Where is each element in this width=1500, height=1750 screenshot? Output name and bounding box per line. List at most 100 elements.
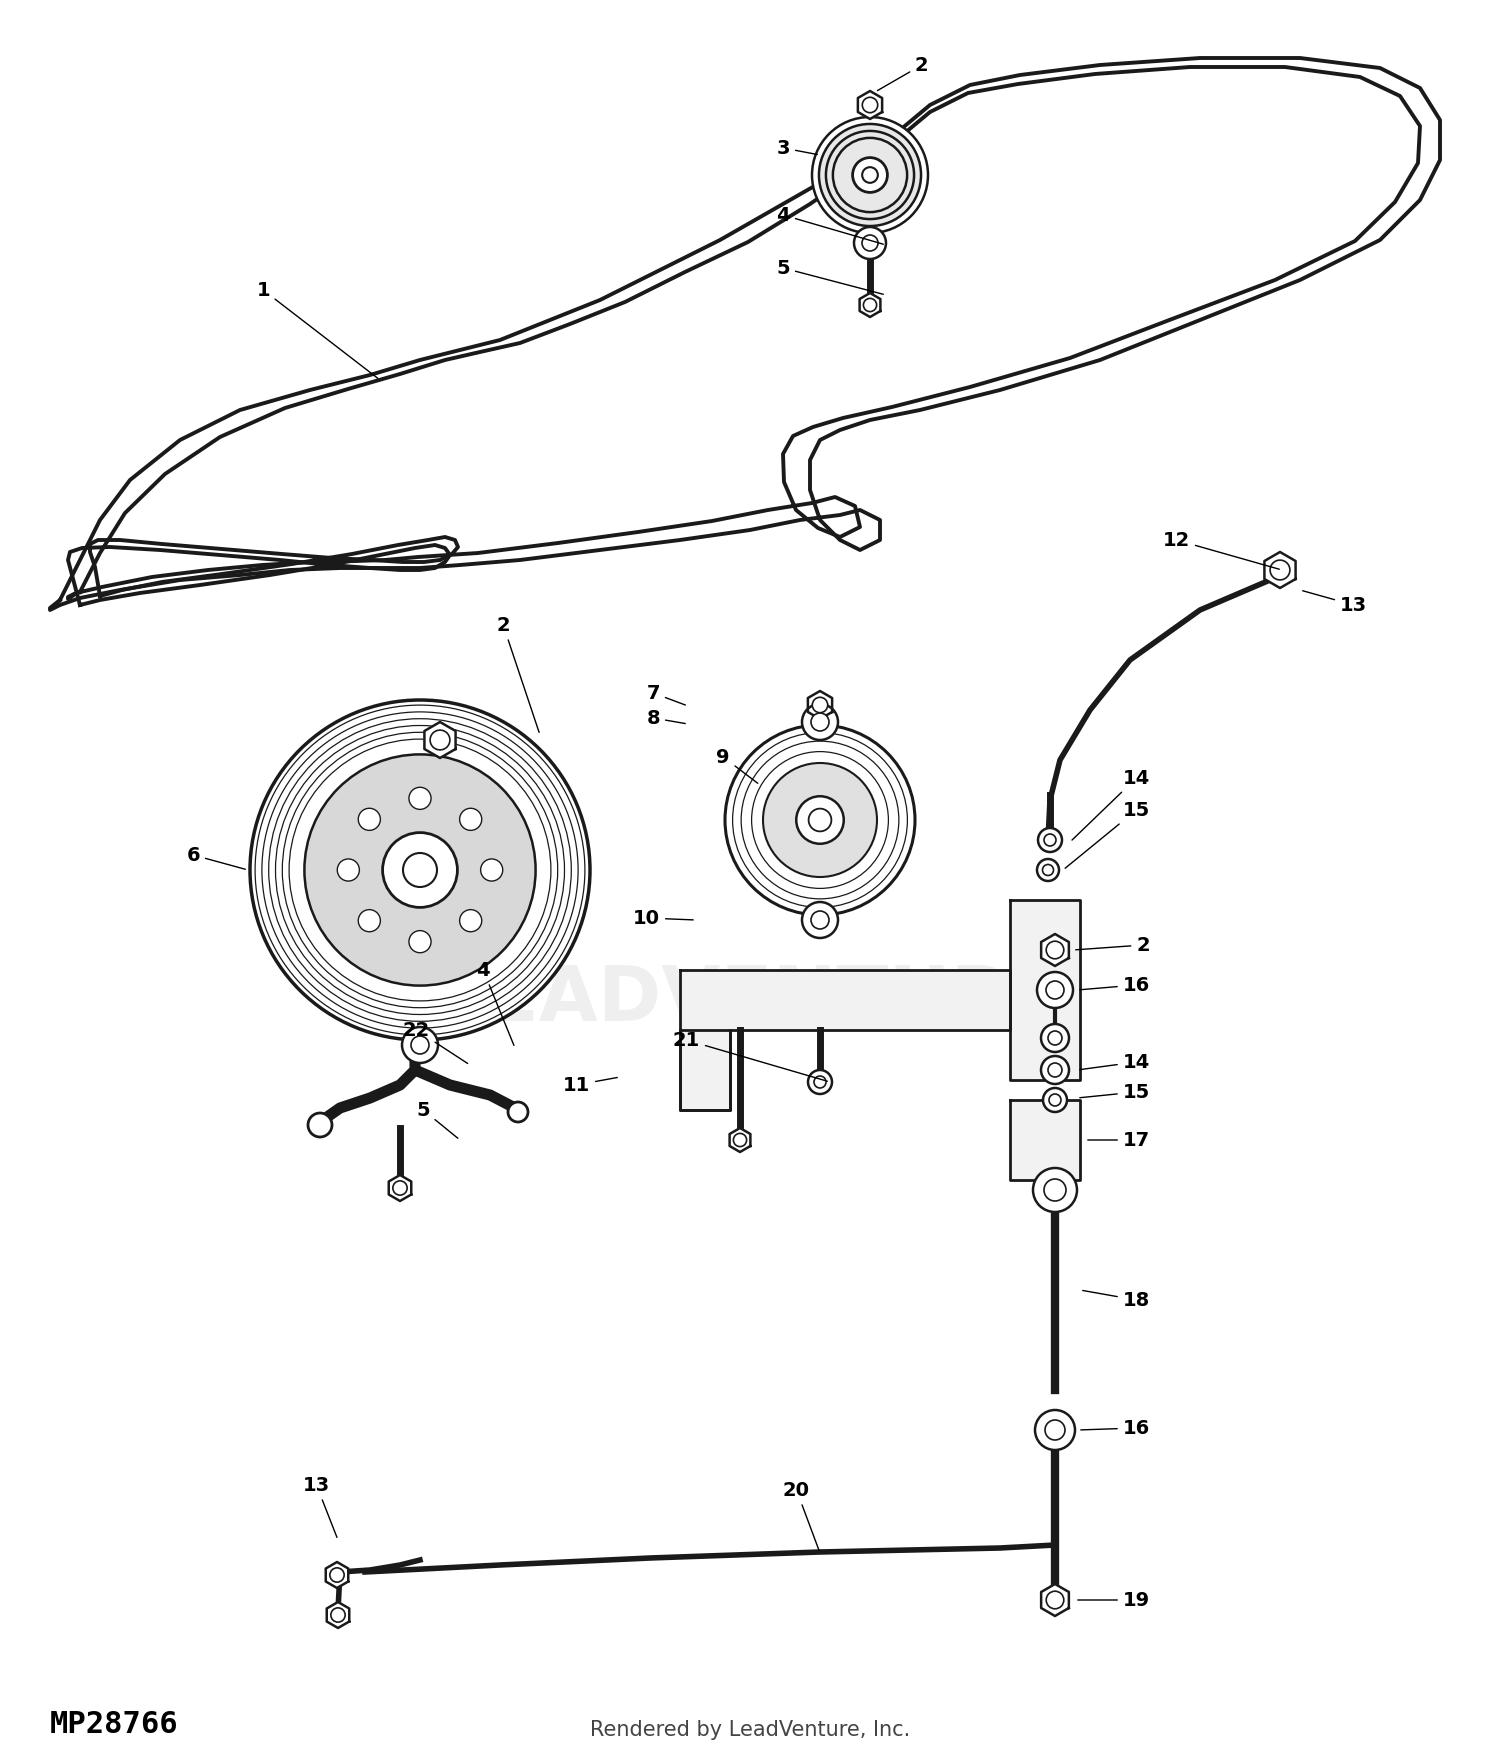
Circle shape (1041, 1024, 1070, 1052)
Circle shape (358, 808, 381, 829)
Circle shape (1044, 835, 1056, 845)
Circle shape (808, 1069, 832, 1094)
Circle shape (815, 1076, 827, 1088)
Circle shape (1048, 1062, 1062, 1076)
Circle shape (808, 808, 831, 831)
Polygon shape (1010, 1101, 1080, 1180)
Circle shape (862, 98, 877, 112)
Circle shape (1036, 859, 1059, 880)
Circle shape (796, 796, 843, 844)
Circle shape (852, 158, 888, 192)
Circle shape (402, 1027, 438, 1062)
Circle shape (764, 763, 877, 877)
Circle shape (308, 1113, 332, 1138)
Circle shape (1035, 1410, 1076, 1451)
Circle shape (1046, 942, 1064, 959)
Circle shape (459, 808, 482, 829)
Circle shape (509, 1102, 528, 1122)
Circle shape (480, 859, 502, 880)
Circle shape (813, 696, 828, 712)
Text: MP28766: MP28766 (50, 1710, 178, 1740)
Polygon shape (327, 1601, 350, 1628)
Circle shape (382, 833, 458, 908)
Text: 5: 5 (777, 259, 883, 294)
Circle shape (802, 901, 838, 938)
Text: 5: 5 (417, 1101, 458, 1138)
Circle shape (812, 912, 830, 929)
Circle shape (1042, 1088, 1066, 1111)
Circle shape (1036, 971, 1072, 1008)
Text: 4: 4 (477, 961, 514, 1045)
Circle shape (330, 1568, 344, 1582)
Circle shape (251, 700, 590, 1040)
Circle shape (1042, 864, 1053, 875)
Circle shape (358, 910, 381, 931)
Circle shape (1041, 1055, 1070, 1083)
Circle shape (724, 724, 915, 915)
Circle shape (459, 910, 482, 931)
Text: 22: 22 (402, 1020, 468, 1064)
Circle shape (862, 234, 877, 250)
Text: 17: 17 (1088, 1130, 1150, 1150)
Text: 20: 20 (783, 1480, 819, 1550)
Circle shape (1038, 828, 1062, 852)
Text: 16: 16 (1082, 1419, 1150, 1437)
Circle shape (1046, 982, 1064, 999)
Circle shape (734, 1134, 747, 1146)
Circle shape (833, 138, 908, 212)
Polygon shape (858, 91, 882, 119)
Polygon shape (729, 1129, 750, 1152)
Text: 14: 14 (1072, 768, 1150, 840)
Polygon shape (1041, 1584, 1070, 1615)
Circle shape (430, 730, 450, 751)
Text: 13: 13 (1302, 592, 1366, 614)
Circle shape (819, 124, 921, 226)
Text: 2: 2 (1076, 936, 1150, 954)
Circle shape (812, 712, 830, 732)
Text: 16: 16 (1080, 975, 1150, 994)
Circle shape (1048, 1094, 1060, 1106)
Circle shape (1034, 1167, 1077, 1213)
Circle shape (864, 299, 876, 311)
Text: 15: 15 (1065, 800, 1150, 868)
Circle shape (1048, 1031, 1062, 1045)
Circle shape (862, 168, 877, 182)
Text: 8: 8 (646, 709, 686, 728)
Text: 1: 1 (256, 280, 378, 378)
Text: 6: 6 (186, 845, 246, 870)
Text: Rendered by LeadVenture, Inc.: Rendered by LeadVenture, Inc. (590, 1720, 910, 1740)
Text: 7: 7 (646, 684, 686, 705)
Text: 11: 11 (562, 1076, 618, 1094)
Text: 4: 4 (777, 205, 883, 245)
Text: 12: 12 (1162, 530, 1280, 569)
Circle shape (338, 859, 360, 880)
Circle shape (410, 788, 430, 810)
Text: 13: 13 (303, 1475, 338, 1538)
Circle shape (802, 704, 838, 740)
Circle shape (304, 754, 536, 985)
Polygon shape (808, 691, 832, 719)
Text: 21: 21 (672, 1031, 828, 1082)
Polygon shape (1264, 551, 1296, 588)
Circle shape (853, 228, 886, 259)
Text: 14: 14 (1080, 1052, 1150, 1071)
Polygon shape (326, 1563, 348, 1587)
Circle shape (1046, 1591, 1064, 1608)
Polygon shape (680, 1031, 730, 1110)
Text: 3: 3 (777, 138, 818, 158)
Text: 9: 9 (717, 747, 758, 784)
Circle shape (404, 852, 436, 887)
Text: LEADVENTURE: LEADVENTURE (438, 963, 1062, 1038)
Circle shape (1044, 1180, 1066, 1200)
Text: 10: 10 (633, 908, 693, 928)
Circle shape (410, 931, 430, 952)
Circle shape (411, 1036, 429, 1054)
Polygon shape (1010, 900, 1080, 1080)
Circle shape (1270, 560, 1290, 579)
Text: 15: 15 (1080, 1083, 1150, 1101)
Circle shape (393, 1181, 406, 1195)
Text: 2: 2 (496, 616, 538, 732)
Circle shape (812, 117, 928, 233)
Circle shape (827, 131, 914, 219)
Circle shape (1046, 1419, 1065, 1440)
